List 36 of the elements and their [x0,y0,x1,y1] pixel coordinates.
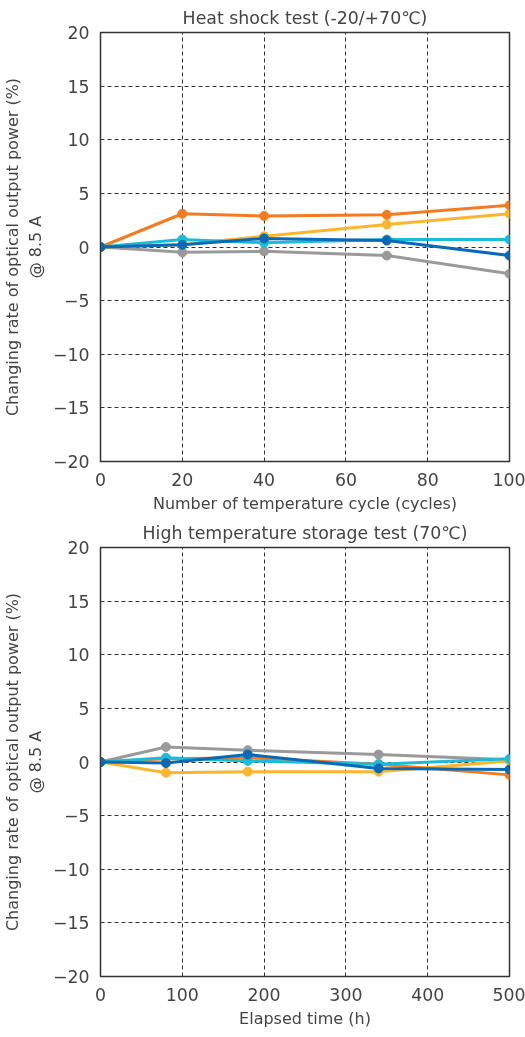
x-tick-label: 300 [329,984,363,1005]
x-tick-label: 400 [411,984,445,1005]
chart-title: High temperature storage test (70℃) [142,522,468,543]
x-tick-label: 100 [165,984,199,1005]
x-tick-label: 500 [492,984,525,1005]
x-axis-title: Number of temperature cycle (cycles) [152,493,458,513]
x-tick-label: 0 [94,469,107,490]
x-tick-label: 200 [247,984,281,1005]
y-tick-label: 5 [78,183,90,204]
y-tick-label: 0 [78,237,90,258]
y-tick-label: 10 [67,645,90,666]
y-tick-label: 20 [67,23,90,43]
y-tick-label: 10 [67,130,90,151]
chart-title: Heat shock test (-20/+70℃) [182,7,428,28]
x-tick-label: 80 [416,469,439,490]
y-tick-label: −15 [52,913,90,934]
x-tick-label: 40 [253,469,276,490]
x-tick-label: 100 [492,469,525,490]
x-tick-label: 60 [334,469,357,490]
y-tick-label: −5 [63,806,90,827]
y-tick-label: 0 [78,752,90,773]
y-tick-label: −15 [52,398,90,419]
y-axis-title: Changing rate of optical output power (%) @ 8.5 A [3,592,45,932]
y-tick-label: −10 [52,859,90,880]
y-tick-label: 20 [67,538,90,558]
x-tick-label: 20 [171,469,194,490]
y-tick-label: −20 [52,452,90,472]
y-tick-label: −20 [52,967,90,987]
y-tick-label: 15 [67,591,90,612]
y-axis-title: Changing rate of optical output power (%) @ 8.5 A [3,77,45,417]
x-axis-title: Elapsed time (h) [239,1008,371,1028]
x-tick-label: 0 [94,984,107,1005]
y-tick-label: −5 [63,291,90,312]
y-tick-label: −10 [52,344,90,365]
y-tick-label: 5 [78,698,90,719]
y-tick-label: 15 [67,76,90,97]
